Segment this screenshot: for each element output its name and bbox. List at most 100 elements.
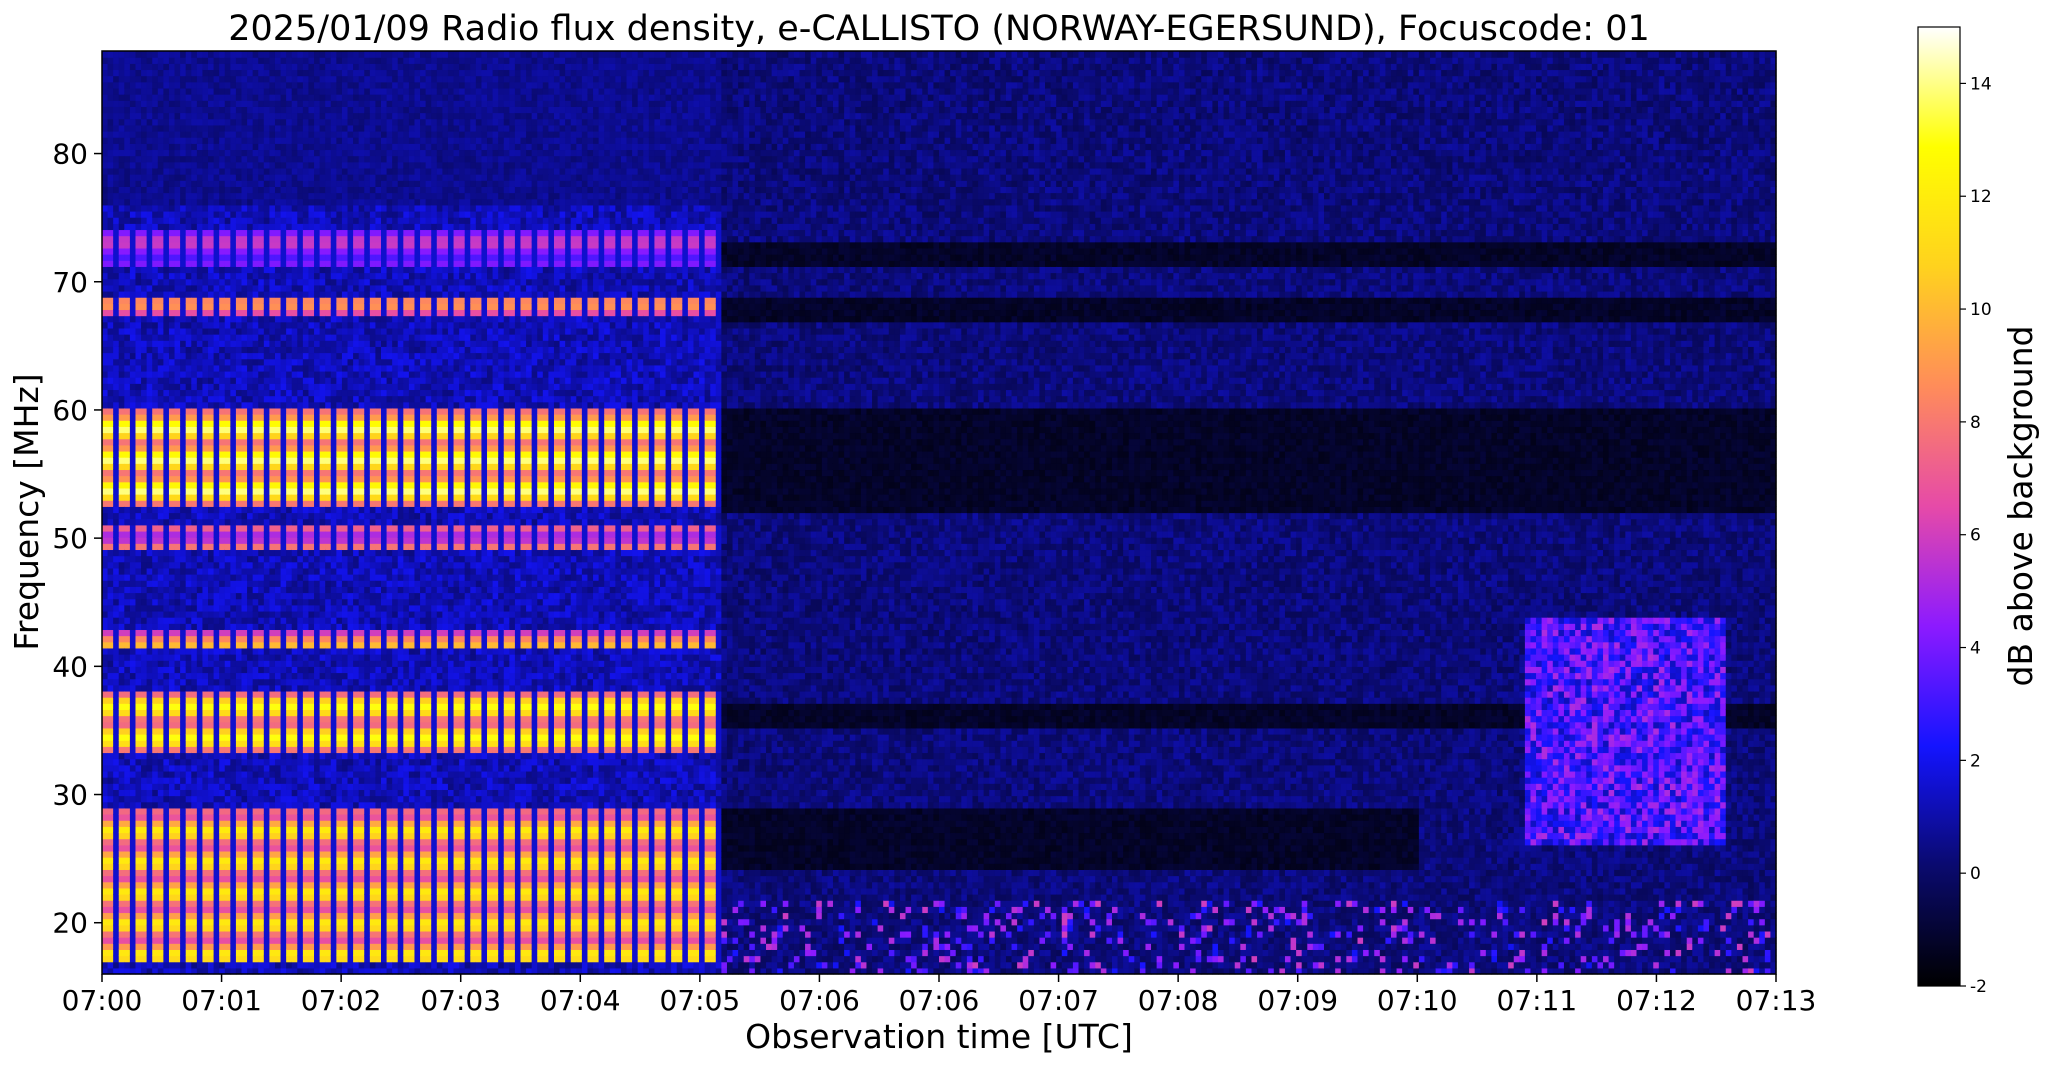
heatmap-cell xyxy=(124,672,131,680)
heatmap-cell xyxy=(174,789,181,797)
heatmap-cell xyxy=(157,555,164,563)
heatmap-cell xyxy=(263,955,270,963)
heatmap-cell xyxy=(102,143,109,151)
heatmap-cell xyxy=(274,949,282,957)
heatmap-cell xyxy=(230,309,237,317)
heatmap-cell xyxy=(157,912,164,920)
heatmap-cell xyxy=(202,290,209,298)
heatmap-cell xyxy=(141,623,148,631)
heatmap-cell xyxy=(163,869,170,877)
heatmap-cell xyxy=(152,684,159,692)
heatmap-cell xyxy=(241,87,248,95)
heatmap-cell xyxy=(124,746,131,754)
heatmap-cell xyxy=(191,543,198,551)
heatmap-cell xyxy=(208,118,215,126)
heatmap-cell xyxy=(107,198,114,206)
heatmap-cell xyxy=(180,684,187,692)
heatmap-cell xyxy=(191,764,198,772)
heatmap-cell xyxy=(196,340,204,347)
heatmap-cell xyxy=(191,247,198,255)
heatmap-cell xyxy=(174,580,181,587)
heatmap-cell xyxy=(141,924,148,932)
heatmap-cell xyxy=(135,180,142,187)
heatmap-cell xyxy=(129,63,137,71)
heatmap-cell xyxy=(202,660,209,667)
heatmap-cell xyxy=(280,137,287,144)
heatmap-cell xyxy=(252,444,259,452)
heatmap-cell xyxy=(263,530,270,538)
heatmap-cell xyxy=(235,592,243,600)
heatmap-cell xyxy=(152,881,159,889)
heatmap-cell xyxy=(135,217,142,224)
heatmap-cell xyxy=(124,943,131,950)
heatmap-cell xyxy=(152,75,159,83)
heatmap-cell xyxy=(168,814,176,821)
heatmap-cell xyxy=(191,727,198,735)
heatmap-cell xyxy=(141,961,148,969)
heatmap-cell xyxy=(224,955,231,963)
heatmap-cell xyxy=(202,610,209,618)
heatmap-cell xyxy=(202,407,209,415)
heatmap-cell xyxy=(180,647,187,655)
heatmap-cell xyxy=(263,161,270,169)
heatmap-cell xyxy=(124,137,131,144)
heatmap-cell xyxy=(219,278,226,286)
heatmap-cell xyxy=(174,715,181,723)
heatmap-cell xyxy=(219,598,226,606)
heatmap-cell xyxy=(274,961,282,969)
heatmap-cell xyxy=(129,617,137,624)
heatmap-cell xyxy=(180,894,187,901)
heatmap-cell xyxy=(191,567,198,575)
heatmap-cell xyxy=(252,814,259,821)
heatmap-cell xyxy=(208,426,215,434)
heatmap-cell xyxy=(168,352,176,360)
heatmap-cell xyxy=(280,752,287,760)
heatmap-cell xyxy=(118,906,125,914)
heatmap-cell xyxy=(141,414,148,421)
heatmap-cell xyxy=(208,284,215,292)
heatmap-cell xyxy=(168,912,176,920)
heatmap-cell xyxy=(163,198,170,206)
heatmap-cell xyxy=(224,407,231,415)
heatmap-cell xyxy=(163,444,170,452)
heatmap-cell xyxy=(157,87,164,95)
heatmap-cell xyxy=(124,266,131,274)
heatmap-cell xyxy=(274,370,282,378)
heatmap-cell xyxy=(258,94,265,101)
heatmap-cell xyxy=(241,210,248,218)
heatmap-cell xyxy=(258,370,265,378)
heatmap-cell xyxy=(274,524,282,532)
heatmap-cell xyxy=(185,457,192,464)
heatmap-cell xyxy=(118,758,125,766)
heatmap-cell xyxy=(102,912,109,920)
heatmap-cell xyxy=(235,512,243,520)
heatmap-cell xyxy=(124,383,131,391)
heatmap-cell xyxy=(252,949,259,957)
heatmap-cell xyxy=(235,407,243,415)
heatmap-cell xyxy=(219,346,226,354)
heatmap-cell xyxy=(113,586,120,594)
heatmap-cell xyxy=(241,924,248,932)
heatmap-cell xyxy=(247,530,254,538)
heatmap-cell xyxy=(235,475,243,483)
heatmap-cell xyxy=(129,377,137,384)
heatmap-cell xyxy=(241,81,248,89)
heatmap-cell xyxy=(219,192,226,200)
heatmap-cell xyxy=(280,51,287,58)
heatmap-cell xyxy=(124,955,131,963)
heatmap-cell xyxy=(191,660,198,667)
heatmap-cell xyxy=(196,457,204,464)
heatmap-cell xyxy=(174,758,181,766)
heatmap-cell xyxy=(146,118,153,126)
heatmap-cell xyxy=(185,912,192,920)
heatmap-cell xyxy=(174,401,181,409)
heatmap-cell xyxy=(247,254,254,261)
heatmap-cell xyxy=(163,961,170,969)
heatmap-cell xyxy=(208,678,215,686)
heatmap-cell xyxy=(118,567,125,575)
heatmap-cell xyxy=(235,961,243,969)
heatmap-cell xyxy=(191,100,198,107)
heatmap-cell xyxy=(208,352,215,360)
heatmap-cell xyxy=(118,586,125,594)
heatmap-cell xyxy=(269,266,276,274)
